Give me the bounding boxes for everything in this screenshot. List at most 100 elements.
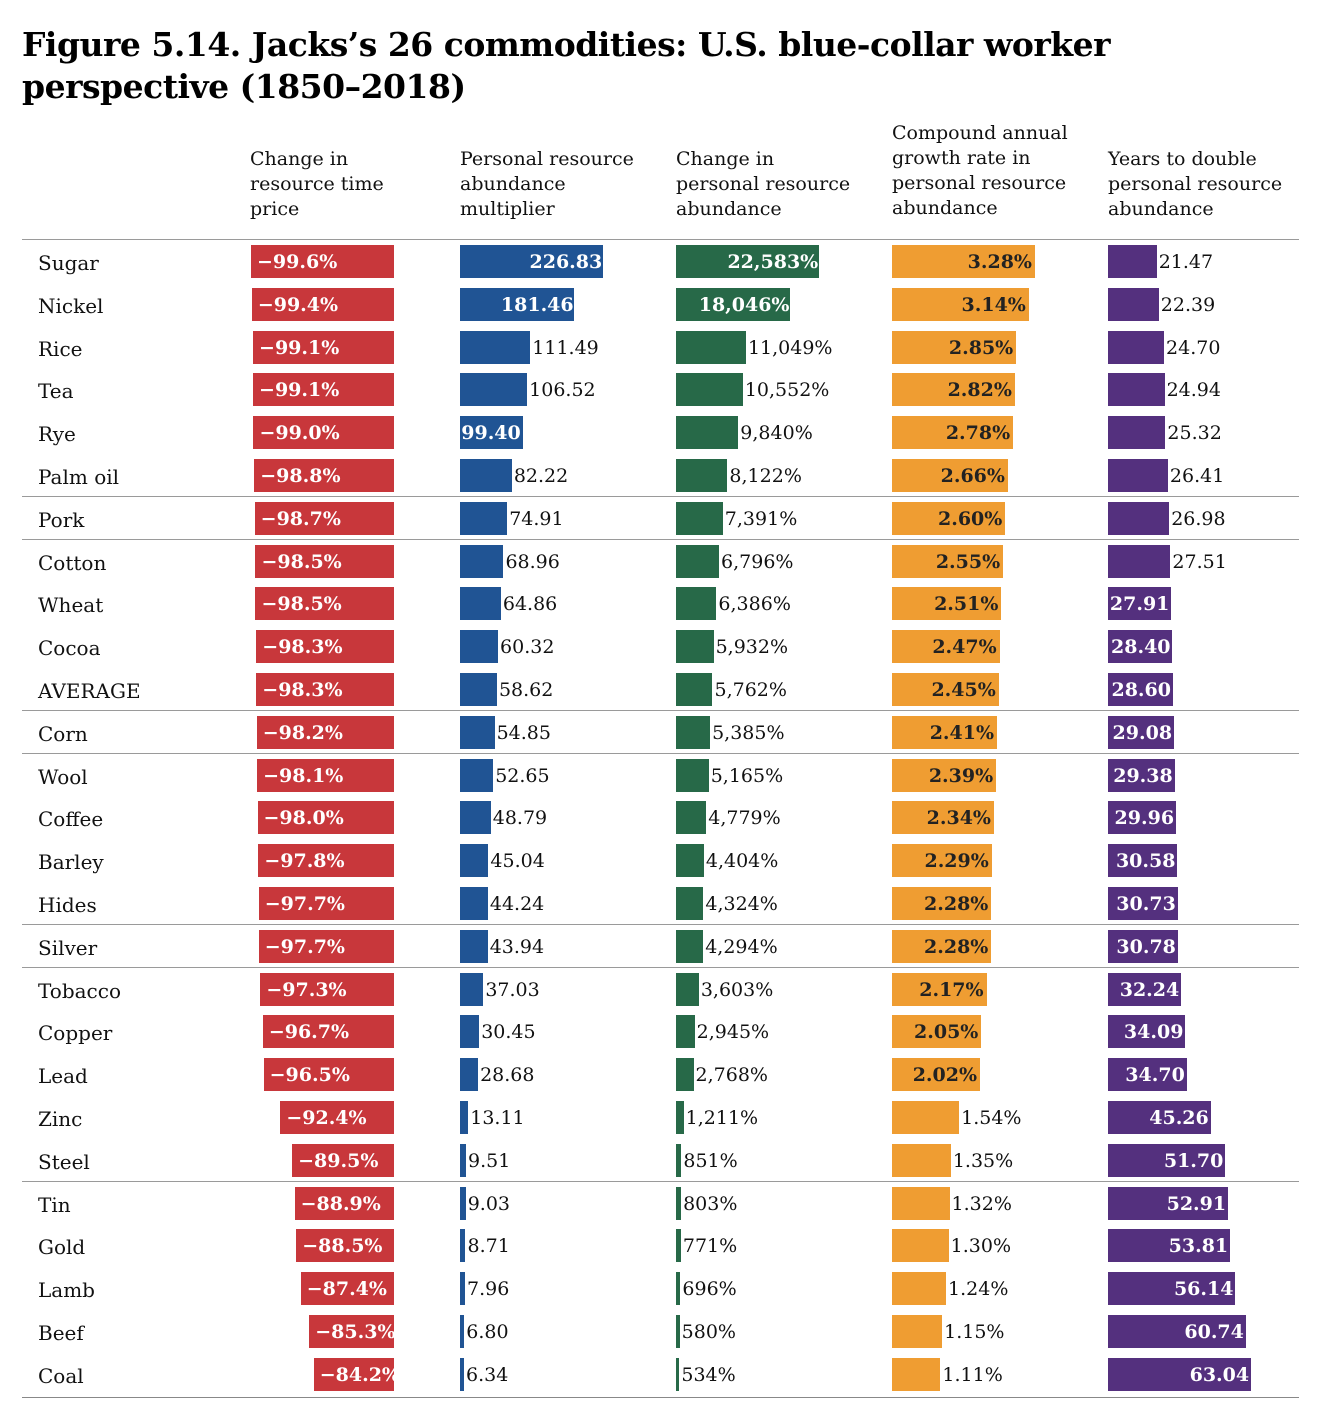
value-abundance: 4,779% xyxy=(708,807,781,830)
row-label: Pork xyxy=(38,507,85,532)
value-multiplier: 60.32 xyxy=(500,636,555,659)
bar-years xyxy=(1108,672,1173,706)
value-years: 30.78 xyxy=(1116,935,1176,958)
bar-time-price xyxy=(257,758,394,792)
bar-cagr xyxy=(892,1100,960,1134)
bar-years xyxy=(1108,1229,1231,1263)
bar-abundance xyxy=(676,587,717,621)
bar-time-price xyxy=(253,373,394,407)
bar-abundance xyxy=(676,1058,694,1092)
bar-time-price xyxy=(251,244,394,278)
row-label: Steel xyxy=(38,1149,90,1174)
bar-cagr xyxy=(892,972,987,1006)
value-years: 24.94 xyxy=(1166,379,1221,402)
value-abundance: 803% xyxy=(683,1192,738,1215)
value-time-price: −88.5% xyxy=(302,1235,383,1258)
table-bottom-rule xyxy=(22,1396,1299,1398)
value-time-price: −99.4% xyxy=(257,293,339,316)
value-years: 56.14 xyxy=(1173,1278,1234,1301)
bar-multiplier xyxy=(460,801,491,835)
bar-abundance xyxy=(676,1314,680,1348)
value-multiplier: 6.34 xyxy=(465,1363,509,1386)
bar-abundance xyxy=(676,287,791,321)
bar-time-price xyxy=(294,1186,394,1220)
bar-years xyxy=(1108,1272,1236,1306)
value-time-price: −85.3% xyxy=(315,1320,396,1343)
bar-cagr xyxy=(892,886,992,920)
row-separator xyxy=(22,538,1299,540)
value-abundance: 10,552% xyxy=(744,379,830,402)
value-cagr: 2.34% xyxy=(926,807,991,830)
value-multiplier: 82.22 xyxy=(513,464,569,487)
row-label: Rye xyxy=(38,422,76,447)
value-cagr: 1.54% xyxy=(961,1106,1022,1129)
bar-years xyxy=(1108,972,1182,1006)
value-years: 22.39 xyxy=(1160,293,1216,316)
bar-abundance xyxy=(676,929,704,963)
value-abundance: 22,583% xyxy=(727,250,819,273)
value-time-price: −96.7% xyxy=(268,1021,350,1044)
bar-cagr xyxy=(892,1143,951,1177)
value-cagr: 1.24% xyxy=(948,1278,1009,1301)
value-multiplier: 28.68 xyxy=(480,1064,535,1087)
bar-time-price xyxy=(263,1058,394,1092)
bar-time-price xyxy=(260,972,394,1006)
row-label: Wool xyxy=(38,764,88,789)
value-abundance: 1,211% xyxy=(685,1106,759,1129)
value-time-price: −98.2% xyxy=(262,721,343,744)
bar-multiplier xyxy=(460,1058,479,1092)
row-label: Cotton xyxy=(38,550,107,575)
bar-multiplier xyxy=(460,544,504,578)
value-years: 28.60 xyxy=(1111,678,1171,701)
value-years: 27.91 xyxy=(1109,593,1170,616)
bar-years xyxy=(1108,630,1173,664)
bar-time-price xyxy=(255,544,394,578)
row-label: Sugar xyxy=(38,250,99,275)
value-abundance: 5,165% xyxy=(710,764,784,787)
bar-cagr xyxy=(892,373,1015,407)
bar-multiplier xyxy=(460,330,531,364)
value-time-price: −98.8% xyxy=(260,464,341,487)
row-separator xyxy=(22,495,1299,497)
value-multiplier: 30.45 xyxy=(481,1021,536,1044)
value-multiplier: 74.91 xyxy=(509,507,564,530)
bar-abundance xyxy=(676,1015,695,1049)
value-multiplier: 181.46 xyxy=(500,293,574,316)
bar-time-price xyxy=(251,287,394,321)
row-label: Nickel xyxy=(38,293,104,318)
bar-cagr xyxy=(892,1015,982,1049)
value-cagr: 2.51% xyxy=(934,593,999,616)
header-time-price: Change in resource time price xyxy=(250,148,384,220)
value-cagr: 3.28% xyxy=(967,250,1032,273)
bar-time-price xyxy=(313,1357,394,1391)
value-abundance: 4,324% xyxy=(705,892,778,915)
value-time-price: −99.6% xyxy=(257,250,338,273)
bar-time-price xyxy=(256,672,394,706)
bar-years xyxy=(1108,544,1171,578)
value-time-price: −98.0% xyxy=(263,807,344,830)
bar-cagr xyxy=(892,1058,981,1092)
bar-multiplier xyxy=(460,715,495,749)
header-abundance: Change in personal resource abundance xyxy=(676,148,851,220)
bar-multiplier xyxy=(460,758,494,792)
bar-time-price xyxy=(256,715,394,749)
value-time-price: −98.1% xyxy=(263,764,344,787)
value-time-price: −98.3% xyxy=(262,636,343,659)
bar-abundance xyxy=(676,416,739,450)
bar-abundance xyxy=(676,330,746,364)
value-cagr: 2.28% xyxy=(924,935,989,958)
bar-cagr xyxy=(892,844,992,878)
value-cagr: 1.30% xyxy=(950,1235,1012,1258)
row-label: Beef xyxy=(38,1320,84,1345)
bar-multiplier xyxy=(460,373,528,407)
value-multiplier: 68.96 xyxy=(505,550,560,573)
value-years: 34.70 xyxy=(1125,1064,1185,1087)
value-abundance: 3,603% xyxy=(700,978,774,1001)
row-label: Corn xyxy=(38,721,88,746)
value-abundance: 5,385% xyxy=(712,721,785,744)
bar-cagr xyxy=(892,672,999,706)
value-time-price: −96.5% xyxy=(269,1064,350,1087)
value-abundance: 9,840% xyxy=(740,422,813,445)
bar-cagr xyxy=(892,287,1029,321)
bar-time-price xyxy=(292,1143,394,1177)
